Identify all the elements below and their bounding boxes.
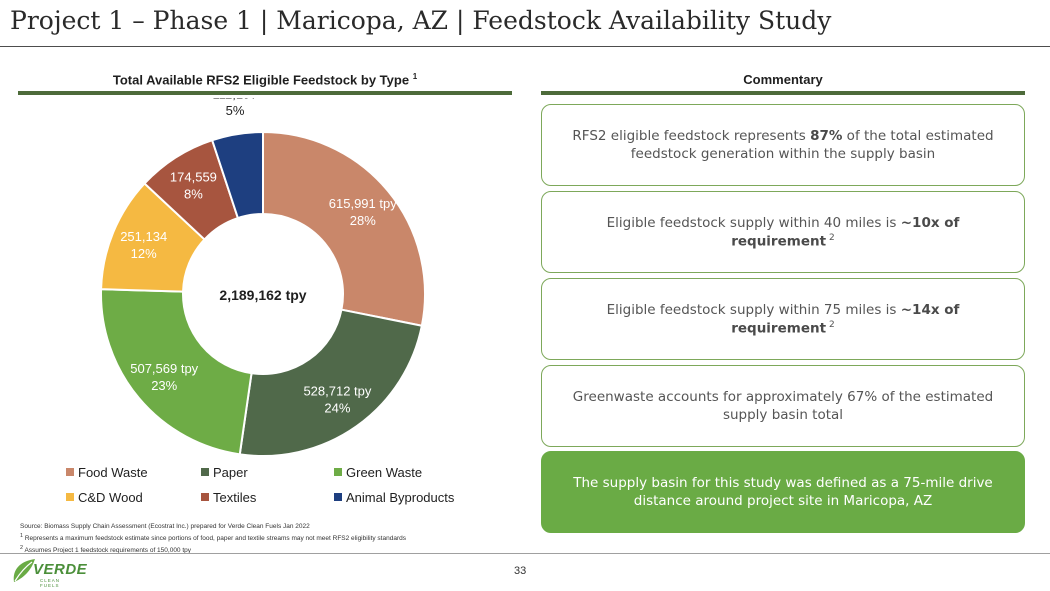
page-title: Project 1 – Phase 1 | Maricopa, AZ | Fee… <box>10 6 832 35</box>
chart-heading-rule <box>18 91 512 95</box>
commentary-highlight: ~14x of requirement <box>731 301 960 337</box>
footnote-source: Source: Biomass Supply Chain Assessment … <box>20 523 310 530</box>
data-label-textiles-percent: 8% <box>184 186 203 201</box>
legend-item-animal-byproducts: Animal Byproducts <box>334 490 454 505</box>
footnote-ref: 2 <box>829 232 835 243</box>
data-label-animal-byproducts-percent: 5% <box>226 103 245 118</box>
commentary-card-3: Eligible feedstock supply within 75 mile… <box>541 278 1025 360</box>
logo-wordmark: VERDE <box>33 561 88 578</box>
commentary-card-2: Eligible feedstock supply within 40 mile… <box>541 191 1025 273</box>
legend-label: Green Waste <box>346 465 423 480</box>
chart-heading: Total Available RFS2 Eligible Feedstock … <box>18 72 512 87</box>
footnote-ref: 2 <box>829 319 835 330</box>
slice-food-waste <box>262 130 426 327</box>
data-label-candd-wood-percent: 12% <box>131 246 157 261</box>
legend-swatch-candd-wood <box>66 493 74 501</box>
footnote-1: 1 Represents a maximum feedstock estimat… <box>20 533 406 543</box>
legend-swatch-green-waste <box>334 468 342 476</box>
verde-logo: VERDE CLEAN FUELS <box>10 556 87 588</box>
data-label-paper-percent: 24% <box>324 400 350 415</box>
donut-center-total: 2,189,162 tpy <box>219 287 306 303</box>
commentary-card-5: The supply basin for this study was defi… <box>541 451 1025 533</box>
legend-swatch-food-waste <box>66 468 74 476</box>
data-label-food-waste-value: 615,991 tpy <box>329 196 397 211</box>
commentary-highlight: 87% <box>810 127 843 144</box>
chart-heading-footnote-ref: 1 <box>412 72 418 81</box>
legend-item-green-waste: Green Waste <box>334 465 422 480</box>
data-label-green-waste-percent: 23% <box>151 378 177 393</box>
donut-chart: 2,189,162 tpy 615,991 tpy 28% 528,712 tpy 2… <box>100 98 426 457</box>
footnotes: Source: Biomass Supply Chain Assessment … <box>20 522 406 557</box>
leaf-icon <box>13 559 35 582</box>
chart-heading-text: Total Available RFS2 Eligible Feedstock … <box>112 72 410 88</box>
commentary-heading: Commentary <box>743 72 823 87</box>
commentary-heading-rule <box>541 91 1025 95</box>
footnote-2: 2 Assumes Project 1 feedstock requiremen… <box>20 545 192 555</box>
data-label-animal-byproducts-value: 111,197 <box>213 98 258 101</box>
footer-divider <box>0 553 1050 554</box>
legend-swatch-paper <box>201 468 209 476</box>
slice-animal-byproducts <box>210 130 264 220</box>
legend-label: Textiles <box>213 490 257 505</box>
legend-item-paper: Paper <box>201 465 248 480</box>
commentary-highlight: ~10x of requirement <box>731 214 960 250</box>
legend-label: Food Waste <box>78 465 148 480</box>
commentary-text: Greenwaste accounts for approximately 67… <box>572 388 994 423</box>
data-label-candd-wood-value: 251,134 <box>120 229 167 244</box>
data-label-food-waste-percent: 28% <box>350 213 376 228</box>
legend-swatch-textiles <box>201 493 209 501</box>
commentary-text: Eligible feedstock supply within 40 mile… <box>606 214 960 250</box>
legend-item-textiles: Textiles <box>201 490 256 505</box>
legend-label: C&D Wood <box>78 490 143 505</box>
legend-item-food-waste: Food Waste <box>66 465 148 480</box>
commentary-text: The supply basin for this study was defi… <box>573 474 993 509</box>
logo-subtitle: CLEAN FUELS <box>40 578 61 588</box>
commentary-text: RFS2 eligible feedstock represents 87% o… <box>572 127 994 162</box>
slice-green-waste <box>100 288 253 456</box>
commentary-card-4: Greenwaste accounts for approximately 67… <box>541 365 1025 447</box>
legend-item-candd-wood: C&D Wood <box>66 490 143 505</box>
page-number: 33 <box>514 565 527 577</box>
legend-label: Paper <box>213 465 248 480</box>
legend-label: Animal Byproducts <box>346 490 455 505</box>
commentary-card-1: RFS2 eligible feedstock represents 87% o… <box>541 104 1025 186</box>
data-label-green-waste-value: 507,569 tpy <box>130 361 198 376</box>
commentary-text: Eligible feedstock supply within 75 mile… <box>606 301 960 337</box>
data-label-textiles-value: 174,559 <box>170 169 217 184</box>
title-divider <box>0 46 1050 47</box>
data-label-paper-value: 528,712 tpy <box>303 383 371 398</box>
legend-swatch-animal-byproducts <box>334 493 342 501</box>
slice-paper <box>238 308 424 457</box>
